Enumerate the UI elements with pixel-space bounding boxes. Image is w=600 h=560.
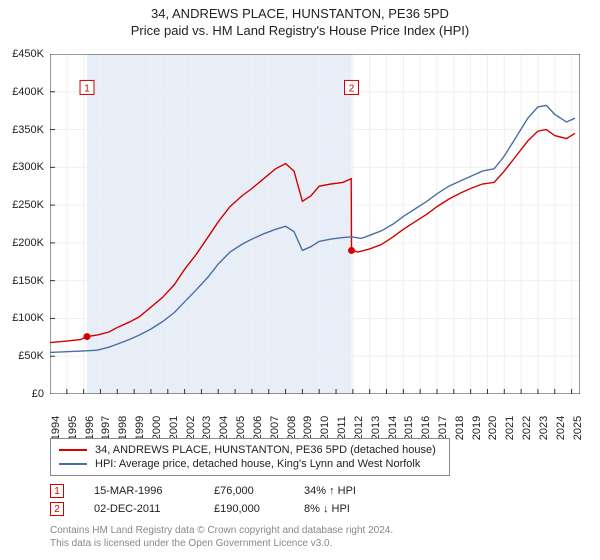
legend-label: 34, ANDREWS PLACE, HUNSTANTON, PE36 5PD …: [95, 444, 436, 456]
x-tick-label: 2014: [387, 416, 399, 440]
x-tick-label: 2009: [302, 416, 314, 440]
sale-flag-icon: 1: [50, 484, 64, 498]
footnote-line: Contains HM Land Registry data © Crown c…: [50, 524, 393, 537]
title-block: 34, ANDREWS PLACE, HUNSTANTON, PE36 5PD …: [0, 0, 600, 40]
sale-diff: 34% ↑ HPI: [304, 485, 394, 497]
legend-box: 34, ANDREWS PLACE, HUNSTANTON, PE36 5PD …: [50, 438, 450, 476]
y-tick-label: £250K: [12, 199, 44, 211]
x-tick-label: 2023: [538, 416, 550, 440]
sale-flag-icon: 2: [50, 502, 64, 516]
sale-date: 15-MAR-1996: [94, 485, 214, 497]
footnote-line: This data is licensed under the Open Gov…: [50, 537, 393, 550]
title-subtitle: Price paid vs. HM Land Registry's House …: [0, 23, 600, 38]
x-tick-label: 2017: [437, 416, 449, 440]
x-tick-label: 2016: [420, 416, 432, 440]
x-tick-label: 2002: [185, 416, 197, 440]
y-tick-label: £50K: [18, 350, 44, 362]
x-tick-label: 2018: [454, 416, 466, 440]
x-tick-label: 2013: [370, 416, 382, 440]
y-axis-labels: £0£50K£100K£150K£200K£250K£300K£350K£400…: [0, 54, 48, 394]
footnote: Contains HM Land Registry data © Crown c…: [50, 524, 393, 550]
y-tick-label: £350K: [12, 124, 44, 136]
sale-row: 2 02-DEC-2011 £190,000 8% ↓ HPI: [50, 500, 394, 518]
x-tick-label: 2024: [555, 416, 567, 440]
chart-area: 12: [50, 54, 580, 394]
sale-price: £190,000: [214, 503, 304, 515]
x-tick-label: 1998: [117, 416, 129, 440]
x-tick-label: 2008: [286, 416, 298, 440]
chart-container: 34, ANDREWS PLACE, HUNSTANTON, PE36 5PD …: [0, 0, 600, 560]
svg-text:1: 1: [84, 83, 90, 94]
y-tick-label: £150K: [12, 275, 44, 287]
x-tick-label: 2020: [487, 416, 499, 440]
sale-row: 1 15-MAR-1996 £76,000 34% ↑ HPI: [50, 482, 394, 500]
x-tick-label: 1997: [100, 416, 112, 440]
svg-text:2: 2: [349, 83, 355, 94]
y-tick-label: £300K: [12, 161, 44, 173]
x-tick-label: 1994: [50, 416, 62, 440]
sale-diff: 8% ↓ HPI: [304, 503, 394, 515]
x-tick-label: 2006: [252, 416, 264, 440]
sale-price: £76,000: [214, 485, 304, 497]
x-axis-labels: 1994199519961997199819992000200120022003…: [50, 396, 580, 436]
y-tick-label: £400K: [12, 86, 44, 98]
x-tick-label: 2007: [269, 416, 281, 440]
x-tick-label: 2012: [353, 416, 365, 440]
legend-swatch-icon: [59, 463, 87, 465]
x-tick-label: 2000: [151, 416, 163, 440]
x-tick-label: 2003: [201, 416, 213, 440]
x-tick-label: 1995: [67, 416, 79, 440]
y-tick-label: £0: [32, 388, 44, 400]
y-tick-label: £200K: [12, 237, 44, 249]
sale-date: 02-DEC-2011: [94, 503, 214, 515]
sales-table: 1 15-MAR-1996 £76,000 34% ↑ HPI 2 02-DEC…: [50, 482, 394, 518]
x-tick-label: 2021: [504, 416, 516, 440]
x-tick-label: 1996: [84, 416, 96, 440]
title-address: 34, ANDREWS PLACE, HUNSTANTON, PE36 5PD: [0, 6, 600, 21]
y-tick-label: £450K: [12, 48, 44, 60]
legend-item-hpi: HPI: Average price, detached house, King…: [59, 457, 441, 471]
line-chart-svg: 12: [50, 54, 580, 394]
legend-swatch-icon: [59, 449, 87, 451]
y-tick-label: £100K: [12, 312, 44, 324]
x-tick-label: 2005: [235, 416, 247, 440]
x-tick-label: 2019: [471, 416, 483, 440]
x-tick-label: 2011: [336, 416, 348, 440]
x-tick-label: 2015: [403, 416, 415, 440]
x-tick-label: 2025: [572, 416, 584, 440]
legend-label: HPI: Average price, detached house, King…: [95, 458, 420, 470]
x-tick-label: 2004: [218, 416, 230, 440]
x-tick-label: 1999: [134, 416, 146, 440]
legend-item-property: 34, ANDREWS PLACE, HUNSTANTON, PE36 5PD …: [59, 443, 441, 457]
x-tick-label: 2010: [319, 416, 331, 440]
x-tick-label: 2001: [168, 416, 180, 440]
x-tick-label: 2022: [521, 416, 533, 440]
